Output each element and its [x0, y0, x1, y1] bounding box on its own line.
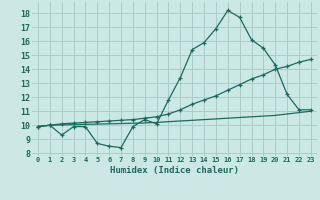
X-axis label: Humidex (Indice chaleur): Humidex (Indice chaleur)	[110, 166, 239, 175]
